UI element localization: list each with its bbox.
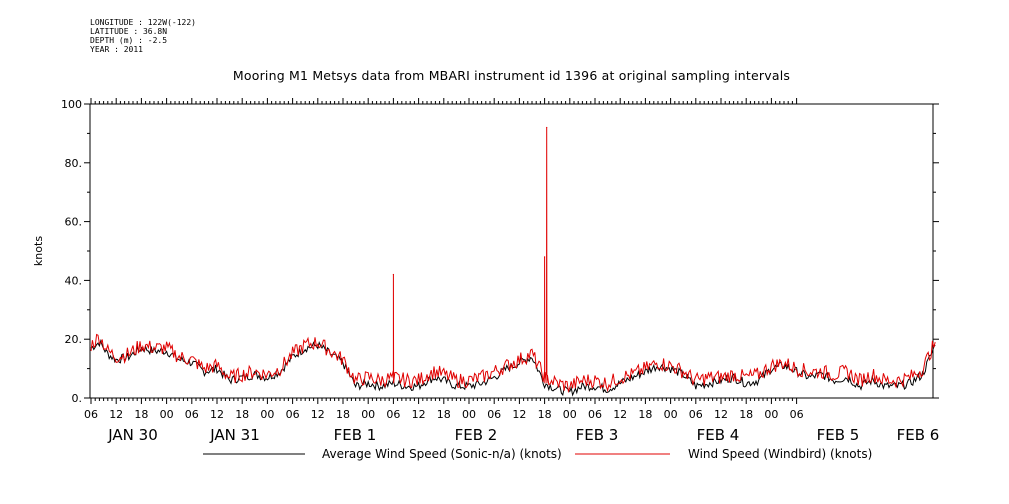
series-group xyxy=(90,126,936,397)
x-tick-label: 18 xyxy=(134,408,148,421)
y-tick-label: 40. xyxy=(65,274,83,287)
x-tick-label: 00 xyxy=(664,408,678,421)
x-tick-label: 18 xyxy=(739,408,753,421)
depth-text: DEPTH (m) : -2.5 xyxy=(90,36,168,45)
x-tick-label: 12 xyxy=(412,408,426,421)
x-tick-label: 18 xyxy=(235,408,249,421)
x-tick-label: 06 xyxy=(286,408,300,421)
x-tick-label: 00 xyxy=(260,408,274,421)
y-tick-label: 60. xyxy=(65,216,83,229)
x-tick-label: 18 xyxy=(538,408,552,421)
x-tick-label: 12 xyxy=(613,408,627,421)
x-tick-label: 18 xyxy=(336,408,350,421)
x-tick-label: 18 xyxy=(638,408,652,421)
x-date-label: FEB 6 xyxy=(897,426,940,444)
year-text: YEAR : 2011 xyxy=(90,45,143,54)
x-tick-label: 00 xyxy=(764,408,778,421)
chart-title: Mooring M1 Metsys data from MBARI instru… xyxy=(232,68,791,83)
x-tick-label: 06 xyxy=(790,408,804,421)
x-date-label: FEB 4 xyxy=(697,426,740,444)
x-date-label: FEB 2 xyxy=(455,426,498,444)
x-tick-label: 18 xyxy=(437,408,451,421)
y-axis: 0. 20. 40. 60. 80. 100 xyxy=(61,98,939,405)
x-tick-label: 06 xyxy=(487,408,501,421)
spike-point xyxy=(392,273,394,276)
x-tick-label: 00 xyxy=(361,408,375,421)
y-tick-label: 80. xyxy=(65,157,83,170)
y-tick-label: 20. xyxy=(65,333,83,346)
x-tick-label: 12 xyxy=(210,408,224,421)
chart-title-wrap: Mooring M1 Metsys data from MBARI instru… xyxy=(0,68,1009,83)
x-date-label: JAN 31 xyxy=(209,426,260,444)
x-axis: 06 12 18 00 06 12 18 00 06 12 18 00 06 12 18 00 06 12 18 00… xyxy=(84,98,939,444)
series-line-avg xyxy=(90,339,936,397)
y-tick-label: 0. xyxy=(72,392,83,405)
x-tick-label: 12 xyxy=(311,408,325,421)
x-tick-label: 00 xyxy=(462,408,476,421)
x-tick-label: 06 xyxy=(84,408,98,421)
x-date-label: FEB 5 xyxy=(817,426,860,444)
x-tick-label: 06 xyxy=(689,408,703,421)
x-tick-label: 00 xyxy=(563,408,577,421)
x-tick-label: 12 xyxy=(109,408,123,421)
latitude-text: LATITUDE : 36.8N xyxy=(90,27,168,36)
legend-label-avg: Average Wind Speed (Sonic-n/a) (knots) xyxy=(322,447,562,461)
y-tick-label: 100 xyxy=(61,98,82,111)
longitude-text: LONGITUDE : 122W(-122) xyxy=(90,18,196,27)
x-tick-label: 06 xyxy=(588,408,602,421)
x-tick-label: 12 xyxy=(512,408,526,421)
x-tick-label: 06 xyxy=(185,408,199,421)
spike-point xyxy=(544,256,546,258)
y-axis-label: knots xyxy=(32,236,45,266)
spike-point xyxy=(546,126,548,129)
legend-label-windbird: Wind Speed (Windbird) (knots) xyxy=(688,447,872,461)
metadata-block: LONGITUDE : 122W(-122) LATITUDE : 36.8N … xyxy=(90,18,196,54)
x-date-label: FEB 3 xyxy=(576,426,619,444)
x-tick-label: 06 xyxy=(386,408,400,421)
x-date-label: FEB 1 xyxy=(334,426,377,444)
x-tick-label: 12 xyxy=(714,408,728,421)
legend: Average Wind Speed (Sonic-n/a) (knots) Wi… xyxy=(203,447,872,461)
plot-frame xyxy=(89,103,934,399)
x-date-label: JAN 30 xyxy=(107,426,158,444)
x-tick-label: 00 xyxy=(160,408,174,421)
series-line-windbird xyxy=(90,127,936,394)
